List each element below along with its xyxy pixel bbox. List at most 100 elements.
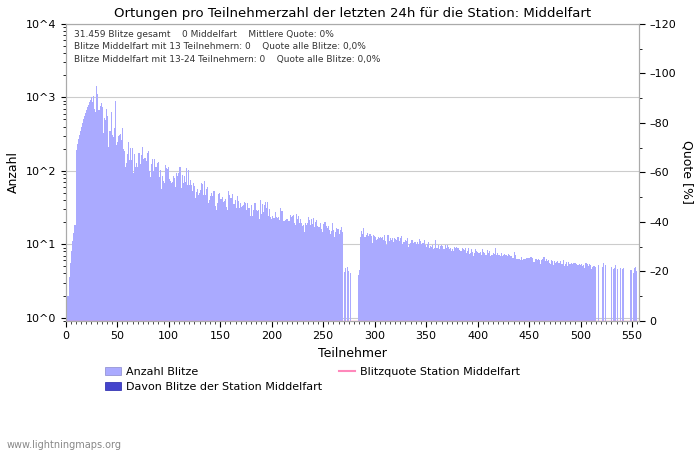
Bar <box>472 252 473 450</box>
Bar <box>611 267 612 450</box>
Bar <box>202 184 203 450</box>
Legend: Anzahl Blitze, Davon Blitze der Station Middelfart, Blitzquote Station Middelfar: Anzahl Blitze, Davon Blitze der Station … <box>100 362 524 396</box>
Bar <box>118 136 119 450</box>
Bar <box>537 260 538 450</box>
Bar <box>146 153 148 450</box>
Bar <box>491 255 493 450</box>
Bar <box>443 249 444 450</box>
Bar <box>329 230 330 450</box>
Bar <box>588 266 589 450</box>
Bar <box>503 255 504 450</box>
Bar <box>153 171 154 450</box>
Bar <box>107 116 108 450</box>
Bar <box>384 235 386 450</box>
Bar <box>460 251 461 450</box>
Bar <box>186 168 187 450</box>
Bar <box>485 255 486 450</box>
Bar <box>270 217 271 450</box>
Bar <box>309 220 310 450</box>
Bar <box>257 212 258 450</box>
Bar <box>169 179 170 450</box>
Bar <box>165 165 166 450</box>
Bar <box>533 262 535 450</box>
Bar <box>83 119 84 450</box>
Bar <box>327 228 328 450</box>
Bar <box>362 234 363 450</box>
Bar <box>405 240 406 450</box>
Bar <box>510 256 511 450</box>
Bar <box>194 186 195 450</box>
Bar <box>264 205 265 450</box>
Bar <box>134 154 135 450</box>
Bar <box>195 198 196 450</box>
Bar <box>520 260 522 450</box>
Bar <box>115 101 116 450</box>
Bar <box>403 242 404 450</box>
Bar <box>518 259 519 450</box>
Bar <box>100 106 102 450</box>
Bar <box>504 254 505 450</box>
Bar <box>344 272 345 450</box>
Bar <box>635 267 636 450</box>
Bar <box>290 217 292 450</box>
Bar <box>551 261 552 450</box>
Bar <box>378 237 379 450</box>
Bar <box>577 265 578 450</box>
Bar <box>495 248 496 450</box>
Bar <box>158 162 159 450</box>
Bar <box>419 239 421 450</box>
Bar <box>572 264 573 450</box>
Bar <box>448 247 449 450</box>
Bar <box>340 230 341 450</box>
Bar <box>526 258 528 450</box>
Bar <box>277 218 279 450</box>
Bar <box>500 253 502 450</box>
Bar <box>168 167 169 450</box>
Bar <box>266 208 267 450</box>
Bar <box>371 236 372 450</box>
Bar <box>98 110 99 450</box>
Bar <box>586 263 587 450</box>
Bar <box>238 201 239 450</box>
Bar <box>565 264 566 450</box>
Bar <box>253 203 255 450</box>
Bar <box>452 249 454 450</box>
Bar <box>323 222 325 450</box>
Bar <box>272 216 273 450</box>
Bar <box>545 261 546 450</box>
Bar <box>258 210 259 450</box>
Bar <box>465 248 466 450</box>
Bar <box>129 160 130 450</box>
Bar <box>407 238 408 450</box>
Bar <box>498 255 500 450</box>
Bar <box>583 265 584 450</box>
Bar <box>424 245 426 450</box>
Bar <box>412 240 413 450</box>
Bar <box>234 204 235 450</box>
Bar <box>397 237 398 450</box>
Bar <box>85 113 86 450</box>
Bar <box>80 126 82 450</box>
Bar <box>582 266 583 450</box>
Bar <box>614 268 615 450</box>
Bar <box>163 181 164 450</box>
Bar <box>530 257 531 450</box>
Bar <box>117 142 118 450</box>
Bar <box>295 225 296 450</box>
Bar <box>557 261 559 450</box>
Bar <box>358 270 360 450</box>
Bar <box>122 128 123 450</box>
Bar <box>399 241 400 450</box>
Bar <box>130 148 131 450</box>
Bar <box>199 193 200 450</box>
Bar <box>223 202 224 450</box>
Bar <box>589 264 590 450</box>
Bar <box>480 252 481 450</box>
Bar <box>226 207 227 450</box>
Bar <box>162 176 163 450</box>
Bar <box>428 248 430 450</box>
Bar <box>508 254 509 450</box>
Bar <box>482 249 483 450</box>
Bar <box>410 243 411 450</box>
Bar <box>377 239 378 450</box>
